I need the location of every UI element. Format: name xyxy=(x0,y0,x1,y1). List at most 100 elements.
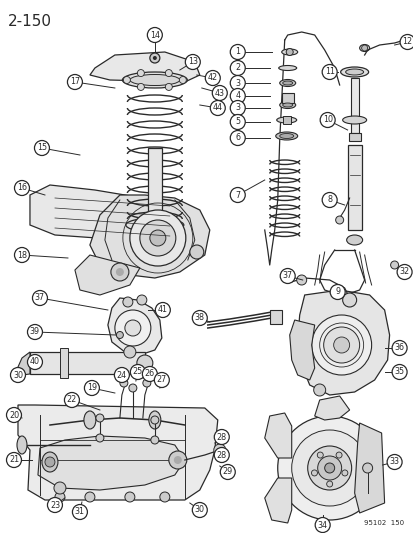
Polygon shape xyxy=(354,423,384,513)
Circle shape xyxy=(230,101,244,116)
Text: 37: 37 xyxy=(35,294,45,303)
Circle shape xyxy=(165,84,172,91)
Circle shape xyxy=(150,416,159,424)
Bar xyxy=(281,93,293,103)
Text: 6: 6 xyxy=(235,133,240,142)
Circle shape xyxy=(45,457,55,467)
Text: 18: 18 xyxy=(17,251,27,260)
Ellipse shape xyxy=(282,81,292,85)
Circle shape xyxy=(128,384,137,392)
Circle shape xyxy=(214,448,229,463)
Text: 20: 20 xyxy=(9,410,19,419)
Text: 5: 5 xyxy=(235,117,240,126)
Circle shape xyxy=(342,293,356,307)
Polygon shape xyxy=(108,298,161,355)
Ellipse shape xyxy=(130,75,179,85)
Bar xyxy=(348,133,360,141)
Circle shape xyxy=(140,220,176,256)
Ellipse shape xyxy=(279,133,293,139)
Ellipse shape xyxy=(345,69,363,75)
Text: 28: 28 xyxy=(216,450,226,459)
Circle shape xyxy=(399,35,413,50)
Polygon shape xyxy=(38,436,184,490)
Circle shape xyxy=(230,188,244,203)
Ellipse shape xyxy=(279,101,295,109)
Ellipse shape xyxy=(342,116,366,124)
Bar xyxy=(282,116,290,124)
Circle shape xyxy=(142,379,150,387)
Text: 43: 43 xyxy=(214,88,224,98)
Circle shape xyxy=(72,505,87,520)
Circle shape xyxy=(361,45,367,51)
Bar xyxy=(147,148,161,243)
Circle shape xyxy=(147,28,162,43)
Circle shape xyxy=(14,181,29,196)
Polygon shape xyxy=(18,405,217,500)
Circle shape xyxy=(362,463,372,473)
Circle shape xyxy=(120,379,128,387)
Circle shape xyxy=(291,430,367,506)
Circle shape xyxy=(159,492,169,502)
Polygon shape xyxy=(90,195,209,278)
Circle shape xyxy=(230,131,244,146)
Text: 33: 33 xyxy=(389,457,399,466)
Circle shape xyxy=(54,482,66,494)
Text: 17: 17 xyxy=(70,77,80,86)
Circle shape xyxy=(192,311,207,326)
Circle shape xyxy=(14,247,29,262)
Circle shape xyxy=(277,416,381,520)
Polygon shape xyxy=(264,478,291,523)
Circle shape xyxy=(390,261,398,269)
Circle shape xyxy=(123,346,135,358)
Circle shape xyxy=(230,61,244,76)
Circle shape xyxy=(212,85,227,101)
Circle shape xyxy=(192,503,207,518)
Text: 8: 8 xyxy=(326,196,331,205)
Circle shape xyxy=(125,320,140,336)
Circle shape xyxy=(150,436,159,444)
Text: 3: 3 xyxy=(235,78,240,87)
Circle shape xyxy=(323,327,359,363)
Text: 44: 44 xyxy=(212,103,222,112)
Circle shape xyxy=(96,414,104,422)
Circle shape xyxy=(335,216,343,224)
Text: 42: 42 xyxy=(207,74,217,83)
Circle shape xyxy=(84,381,99,395)
Text: 28: 28 xyxy=(216,432,226,441)
Circle shape xyxy=(116,268,123,276)
Circle shape xyxy=(10,367,26,383)
Circle shape xyxy=(150,230,166,246)
Circle shape xyxy=(230,115,244,130)
Polygon shape xyxy=(18,352,30,375)
Circle shape xyxy=(27,354,43,369)
Bar xyxy=(30,352,145,374)
Circle shape xyxy=(114,367,129,383)
Ellipse shape xyxy=(149,411,161,429)
Circle shape xyxy=(230,44,244,60)
Polygon shape xyxy=(75,255,140,295)
Text: 10: 10 xyxy=(322,116,332,125)
Circle shape xyxy=(285,49,292,55)
Text: 13: 13 xyxy=(188,58,197,67)
Circle shape xyxy=(169,451,186,469)
Ellipse shape xyxy=(126,218,183,232)
Text: 29: 29 xyxy=(222,467,233,477)
Text: 30: 30 xyxy=(13,370,23,379)
Circle shape xyxy=(214,430,229,445)
Circle shape xyxy=(179,77,186,84)
Polygon shape xyxy=(264,413,291,458)
Ellipse shape xyxy=(42,452,58,472)
Circle shape xyxy=(326,481,332,487)
Text: 22: 22 xyxy=(66,395,77,405)
Text: 7: 7 xyxy=(235,190,240,199)
Text: 4: 4 xyxy=(235,92,240,101)
Text: 12: 12 xyxy=(401,37,412,46)
Polygon shape xyxy=(289,320,314,380)
Circle shape xyxy=(189,245,203,259)
Circle shape xyxy=(391,341,406,356)
Circle shape xyxy=(319,112,335,127)
Text: 21: 21 xyxy=(9,456,19,464)
Text: 40: 40 xyxy=(30,358,40,367)
Text: 32: 32 xyxy=(399,268,409,277)
Circle shape xyxy=(333,337,349,353)
